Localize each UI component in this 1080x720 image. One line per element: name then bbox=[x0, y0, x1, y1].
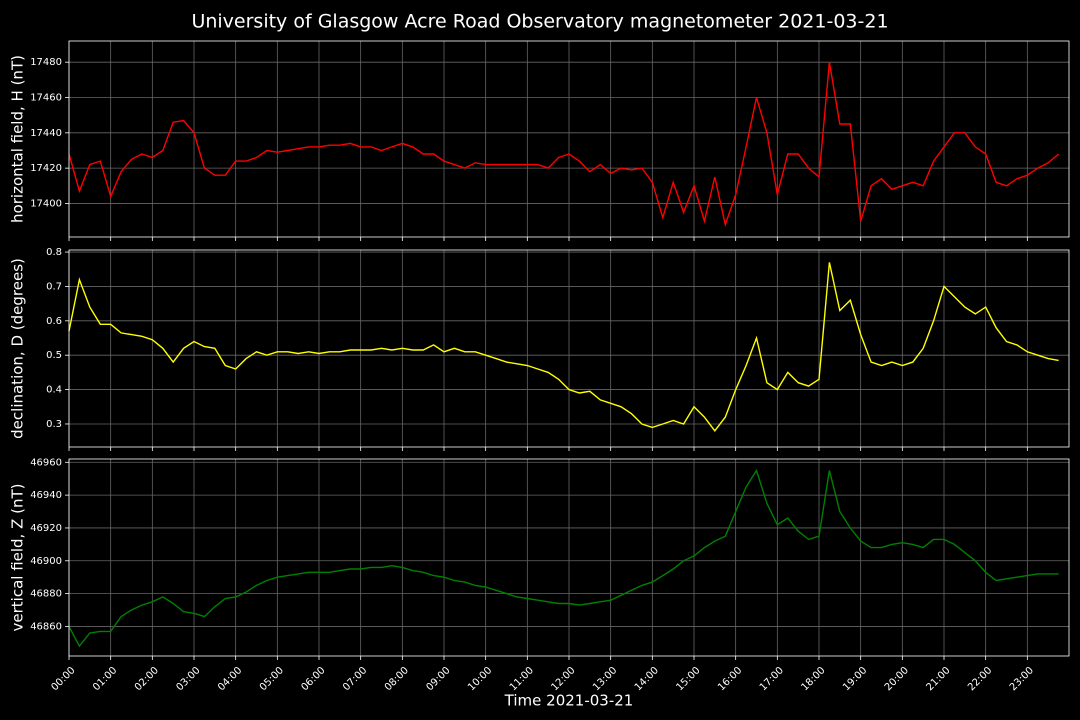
y-tick-label: 46900 bbox=[30, 556, 62, 567]
y-tick-label: 46940 bbox=[30, 490, 62, 501]
y-tick-label: 0.4 bbox=[46, 385, 62, 396]
axes-frame bbox=[68, 249, 1070, 448]
x-axis-label: Time 2021-03-21 bbox=[504, 692, 634, 710]
y-axis-label: declination, D (degrees) bbox=[9, 258, 27, 439]
y-tick-label: 0.3 bbox=[46, 419, 62, 430]
y-tick-label: 0.5 bbox=[46, 350, 62, 361]
y-tick-label: 17440 bbox=[30, 128, 62, 139]
data-line bbox=[68, 468, 1059, 648]
y-tick-label: 46920 bbox=[30, 523, 62, 534]
chart-title: University of Glasgow Acre Road Observat… bbox=[191, 11, 888, 33]
y-axis-label: vertical field, Z (nT) bbox=[9, 483, 27, 631]
y-tick-label: 46880 bbox=[30, 589, 62, 600]
y-tick-label: 17400 bbox=[30, 198, 62, 209]
y-tick-label: 0.6 bbox=[46, 316, 62, 327]
y-tick-label: 0.8 bbox=[46, 247, 62, 258]
axes-frame bbox=[68, 40, 1070, 238]
data-line bbox=[68, 62, 1060, 228]
data-line bbox=[68, 262, 1059, 432]
y-tick-label: 46960 bbox=[30, 457, 62, 468]
y-tick-label: 0.7 bbox=[46, 281, 62, 292]
y-axis-label: horizontal field, H (nT) bbox=[9, 55, 27, 223]
y-tick-label: 17480 bbox=[30, 57, 62, 68]
y-tick-label: 17460 bbox=[30, 93, 62, 104]
y-tick-label: 46860 bbox=[30, 621, 62, 632]
axes-frame bbox=[68, 458, 1070, 657]
y-tick-label: 17420 bbox=[30, 163, 62, 174]
